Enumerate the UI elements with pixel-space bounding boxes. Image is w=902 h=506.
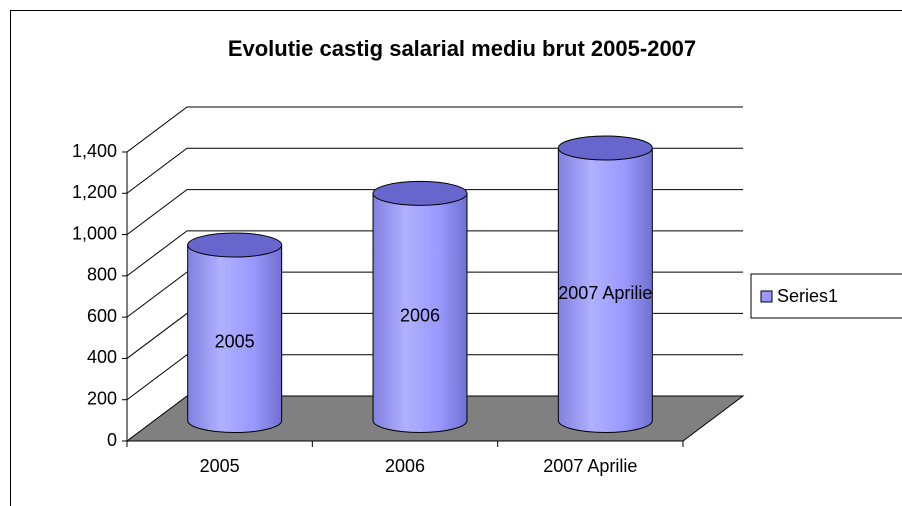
y-tick-label: 400 (87, 347, 117, 367)
grid-line (126, 312, 743, 359)
grid-line (126, 147, 743, 194)
cylinder-top (187, 232, 283, 258)
grid-line (126, 271, 743, 318)
data-label: 2006 (400, 306, 440, 326)
legend-frame (750, 273, 902, 319)
y-tick-label: 1,200 (72, 182, 117, 202)
y-tick-label: 200 (87, 388, 117, 408)
grid-line (126, 189, 743, 235)
y-tick-label: 600 (87, 306, 117, 326)
cylinder-top (372, 180, 468, 206)
x-tick-label: 2006 (385, 456, 425, 476)
x-tick-label: 2005 (200, 456, 240, 476)
data-label: 2007 Aprilie (558, 283, 652, 303)
legend-label: Series1 (777, 286, 838, 306)
chart-title: Evolutie castig salarial mediu brut 2005… (228, 36, 696, 61)
cylinder-top (557, 135, 653, 161)
cylinder (557, 147, 653, 433)
y-tick-label: 0 (107, 430, 117, 450)
grid-line (126, 106, 743, 153)
legend-swatch (760, 290, 773, 303)
x-tick-label: 2007 Aprilie (543, 456, 637, 476)
y-tick-label: 800 (87, 265, 117, 285)
y-tick-label: 1,000 (72, 223, 117, 243)
grid-line (126, 230, 743, 277)
y-tick-label: 1,400 (72, 141, 117, 161)
data-label: 2005 (215, 332, 255, 352)
grid-line (126, 354, 743, 401)
cylinder (372, 192, 468, 433)
cylinder (187, 244, 283, 433)
